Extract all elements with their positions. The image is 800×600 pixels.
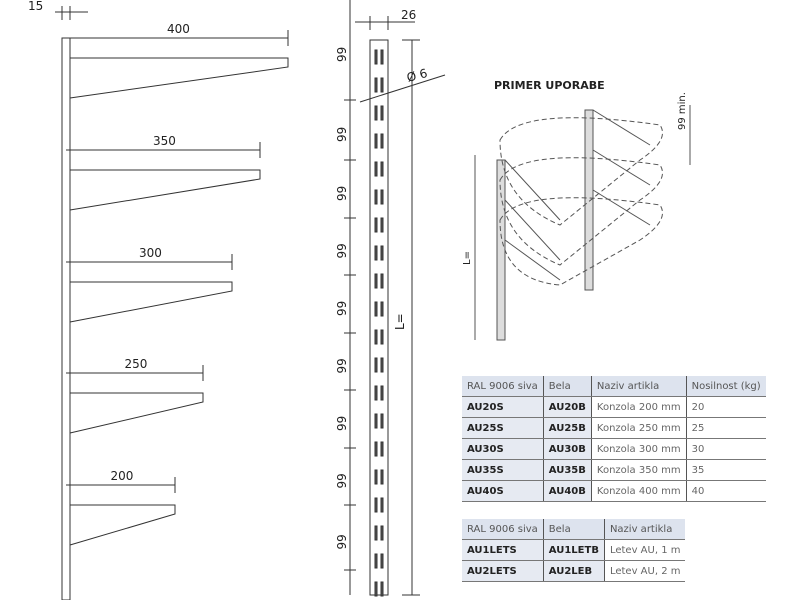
table-cell: AU25B bbox=[542, 417, 592, 439]
table-cell: AU1LETS bbox=[462, 539, 544, 561]
table-cell: 40 bbox=[685, 480, 766, 502]
table-cell: AU35S bbox=[462, 459, 544, 481]
table-row: AU30S AU30B Konzola 300 mm 30 bbox=[462, 438, 766, 460]
table-cell: AU30B bbox=[542, 438, 592, 460]
brackets-table: RAL 9006 siva Bela Naziv artikla Nosilno… bbox=[462, 376, 766, 502]
table-row: AU40S AU40B Konzola 400 mm 40 bbox=[462, 480, 766, 502]
table-cell: Konzola 350 mm bbox=[590, 459, 687, 481]
hole-spacing-label: 99 bbox=[335, 47, 349, 62]
header-cell: Bela bbox=[542, 519, 605, 540]
hole-spacing-label: 99 bbox=[335, 416, 349, 431]
rails-table: RAL 9006 siva Bela Naziv artikla AU1LETS… bbox=[462, 519, 686, 582]
hole-spacing-label: 99 bbox=[335, 301, 349, 316]
table-row: AU20S AU20B Konzola 200 mm 20 bbox=[462, 396, 766, 418]
table-cell: 35 bbox=[685, 459, 766, 481]
rail-drawing: 26 Ø 6 L= 99 99 99 99 99 99 99 99 99 bbox=[335, 0, 446, 597]
bracket-length-label: 200 bbox=[111, 469, 134, 483]
table-row: AU2LETS AU2LEB Letev AU, 2 m bbox=[462, 560, 686, 582]
table-cell: 25 bbox=[685, 417, 766, 439]
table-cell: AU20S bbox=[462, 396, 544, 418]
bracket-length-label: 250 bbox=[125, 357, 148, 371]
table-cell: AU20B bbox=[542, 396, 592, 418]
example-title: PRIMER UPORABE bbox=[494, 79, 605, 92]
header-cell: Nosilnost (kg) bbox=[685, 376, 766, 397]
table-row: AU25S AU25B Konzola 250 mm 25 bbox=[462, 417, 766, 439]
table-cell: 20 bbox=[685, 396, 766, 418]
header-cell: Bela bbox=[542, 376, 592, 397]
table-cell: Letev AU, 1 m bbox=[603, 539, 686, 561]
bracket-shape bbox=[69, 169, 261, 211]
table-cell: AU40S bbox=[462, 480, 544, 502]
min-spacing-label: 99 min. bbox=[677, 92, 688, 130]
rail-width-label: 26 bbox=[401, 8, 416, 22]
bracket-shape bbox=[69, 57, 289, 99]
usage-example-drawing: 99 min. L= bbox=[462, 92, 691, 341]
table-cell: AU30S bbox=[462, 438, 544, 460]
bracket-shape bbox=[69, 392, 204, 434]
table-row: AU35S AU35B Konzola 350 mm 35 bbox=[462, 459, 766, 481]
table-cell: AU1LETB bbox=[542, 539, 605, 561]
table-cell: 30 bbox=[685, 438, 766, 460]
bracket-drawing: 15 400 350 300 250 200 bbox=[28, 0, 289, 600]
table-cell: Konzola 300 mm bbox=[590, 438, 687, 460]
example-length-label: L= bbox=[462, 251, 473, 265]
rail-length-label: L= bbox=[393, 313, 407, 330]
table-cell: Konzola 400 mm bbox=[590, 480, 687, 502]
hole-spacing-label: 99 bbox=[335, 358, 349, 373]
header-cell: Naziv artikla bbox=[590, 376, 687, 397]
table-row: AU1LETS AU1LETB Letev AU, 1 m bbox=[462, 539, 686, 561]
table-cell: AU40B bbox=[542, 480, 592, 502]
table-header-row: RAL 9006 siva Bela Naziv artikla Nosilno… bbox=[462, 376, 766, 397]
bracket-length-label: 350 bbox=[153, 134, 176, 148]
hole-spacing-label: 99 bbox=[335, 243, 349, 258]
table-cell: Konzola 250 mm bbox=[590, 417, 687, 439]
table-cell: AU2LETS bbox=[462, 560, 544, 582]
table-cell: AU25S bbox=[462, 417, 544, 439]
hole-spacing-label: 99 bbox=[335, 534, 349, 549]
hole-spacing-label: 99 bbox=[335, 473, 349, 488]
hole-spacing-label: 99 bbox=[335, 186, 349, 201]
bracket-length-label: 400 bbox=[167, 22, 190, 36]
table-cell: Letev AU, 2 m bbox=[603, 560, 686, 582]
bracket-width-label: 15 bbox=[28, 0, 43, 13]
table-cell: AU35B bbox=[542, 459, 592, 481]
bracket-shape bbox=[69, 281, 233, 323]
table-cell: Konzola 200 mm bbox=[590, 396, 687, 418]
hole-diameter-label: Ø 6 bbox=[405, 66, 429, 85]
header-cell: RAL 9006 siva bbox=[462, 376, 544, 397]
header-cell: RAL 9006 siva bbox=[462, 519, 544, 540]
table-header-row: RAL 9006 siva Bela Naziv artikla bbox=[462, 519, 686, 540]
bracket-shape bbox=[69, 504, 176, 546]
header-cell: Naziv artikla bbox=[603, 519, 686, 540]
hole-spacing-label: 99 bbox=[335, 127, 349, 142]
bracket-length-label: 300 bbox=[139, 246, 162, 260]
table-cell: AU2LEB bbox=[542, 560, 605, 582]
